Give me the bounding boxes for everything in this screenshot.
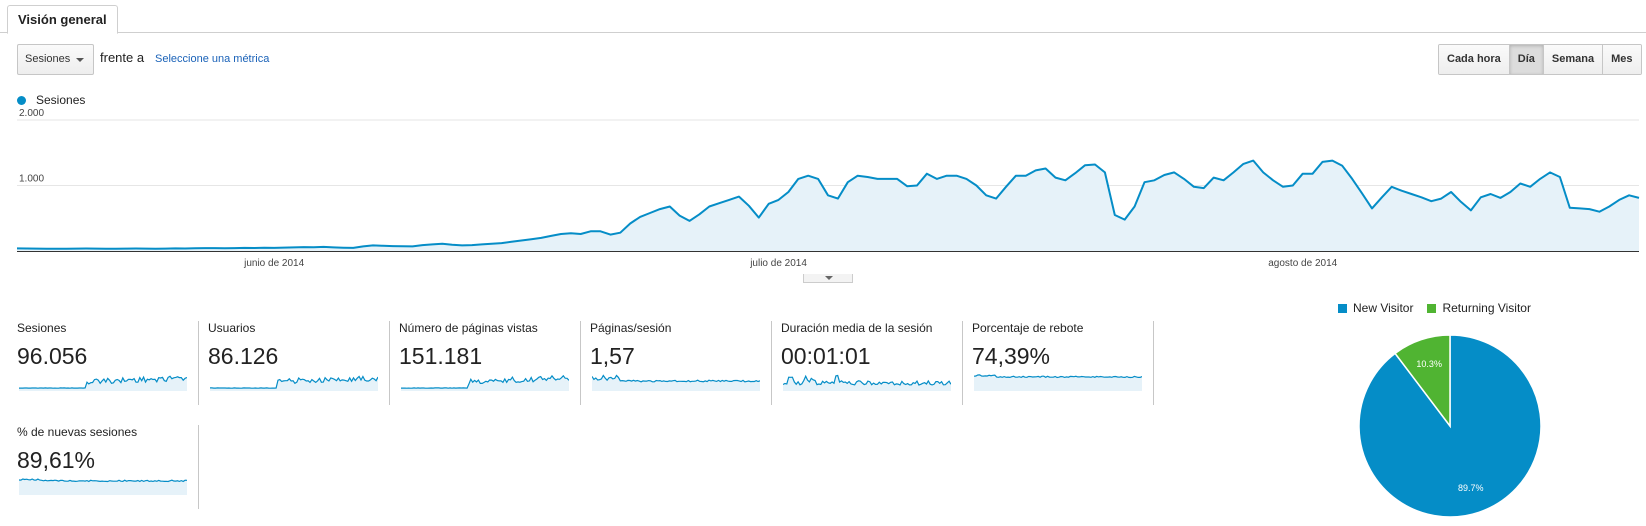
pie-slice-label: 89.7% [1458, 483, 1484, 493]
x-tick-label: junio de 2014 [243, 258, 304, 268]
sparkline-line [19, 478, 187, 483]
chevron-down-icon [825, 276, 833, 280]
sparkline [974, 374, 1142, 391]
series-area-fill [17, 160, 1639, 251]
scorecard-label: Usuarios [208, 321, 256, 335]
sparkline [19, 478, 187, 495]
scorecard-value: 151.181 [399, 343, 483, 369]
sparkline-fill [974, 374, 1142, 391]
granularity-month-button[interactable]: Mes [1602, 45, 1641, 74]
y-tick-label: 1.000 [19, 174, 44, 185]
legend-swatch-icon [1338, 303, 1347, 313]
series-line-sesiones [16, 159, 1640, 250]
scorecard-value: 1,57 [590, 343, 635, 369]
scorecard-usuarios[interactable]: Usuarios 86.126 [208, 321, 390, 405]
pie-slice-returning-visitor[interactable] [1394, 334, 1451, 429]
sparkline-line [19, 375, 187, 389]
granularity-day-button[interactable]: Día [1508, 45, 1543, 74]
sparkline-fill [592, 375, 760, 391]
sparkline [592, 374, 760, 391]
sessions-chart[interactable]: 2.000 1.000 junio de 2014 julio de 2014 agos… [0, 108, 1646, 268]
sparkline-line [210, 375, 378, 389]
legend-item-new-visitor[interactable]: New Visitor [1338, 301, 1413, 315]
scorecard-label: Sesiones [17, 321, 67, 335]
scorecard-sesiones[interactable]: Sesiones 96.056 [17, 321, 199, 405]
scorecard-value: 96.056 [17, 343, 88, 369]
chevron-down-icon [76, 58, 84, 62]
y-tick-label: 2.000 [19, 108, 44, 119]
versus-label: frente a [100, 50, 145, 65]
x-tick-label: agosto de 2014 [1268, 258, 1337, 268]
select-metric-link[interactable]: Seleccione una métrica [155, 53, 270, 65]
scorecard-label: Porcentaje de rebote [972, 321, 1084, 335]
x-tick-label: julio de 2014 [749, 258, 807, 268]
scorecard-value: 74,39% [972, 343, 1051, 369]
sparkline-line [783, 374, 951, 386]
sparkline [19, 375, 187, 391]
scorecard-value: 00:01:01 [781, 343, 871, 369]
sparkline-fill [401, 375, 569, 391]
metric-select-value: Sesiones [25, 53, 71, 65]
scorecard-duracion-media[interactable]: Duración media de la sesión 00:01:01 [781, 321, 963, 405]
scorecard-paginas-vistas[interactable]: Número de páginas vistas 151.181 [399, 321, 581, 405]
sparkline-line [592, 374, 760, 383]
legend-label: Returning Visitor [1442, 301, 1531, 315]
series-dot-icon [17, 95, 26, 105]
tab-vision-general[interactable]: Visión general [7, 5, 118, 34]
legend-item-returning-visitor[interactable]: Returning Visitor [1427, 301, 1531, 315]
pie-legend: New Visitor Returning Visitor [1338, 301, 1545, 315]
sparkline-fill [210, 376, 378, 391]
scorecard-value: 89,61% [17, 447, 96, 473]
scorecard-nuevas-sesiones[interactable]: % de nuevas sesiones 89,61% [17, 425, 199, 509]
sparkline [210, 375, 378, 391]
scorecard-label: Número de páginas vistas [399, 321, 538, 335]
granularity-hourly-button[interactable]: Cada hora [1439, 45, 1509, 74]
chart-legend: Sesiones [17, 93, 85, 107]
granularity-toggle: Cada hora Día Semana Mes [1438, 44, 1642, 75]
legend-swatch-icon [1427, 303, 1437, 313]
sparkline-fill [19, 479, 187, 495]
scorecard-porcentaje-rebote[interactable]: Porcentaje de rebote 74,39% [972, 321, 1154, 405]
sparkline-line [401, 374, 569, 389]
sparkline [783, 374, 951, 391]
granularity-week-button[interactable]: Semana [1542, 45, 1603, 74]
scorecard-label: Páginas/sesión [590, 321, 672, 335]
chart-resize-handle[interactable] [803, 274, 853, 283]
scorecard-paginas-sesion[interactable]: Páginas/sesión 1,57 [590, 321, 772, 405]
scorecard-label: Duración media de la sesión [781, 321, 933, 335]
pie-slice-label: 10.3% [1416, 359, 1442, 369]
sparkline [401, 374, 569, 391]
tab-bar: Visión general [0, 0, 1646, 34]
legend-label: New Visitor [1353, 301, 1414, 315]
scorecard-label: % de nuevas sesiones [17, 425, 138, 439]
visitor-type-pie-chart[interactable]: 89.7% 10.3% [1350, 329, 1550, 519]
metric-select[interactable]: Sesiones [17, 44, 94, 75]
sparkline-fill [19, 376, 187, 391]
sparkline-line [974, 374, 1142, 379]
legend-sesiones: Sesiones [36, 93, 86, 107]
scorecard-value: 86.126 [208, 343, 279, 369]
